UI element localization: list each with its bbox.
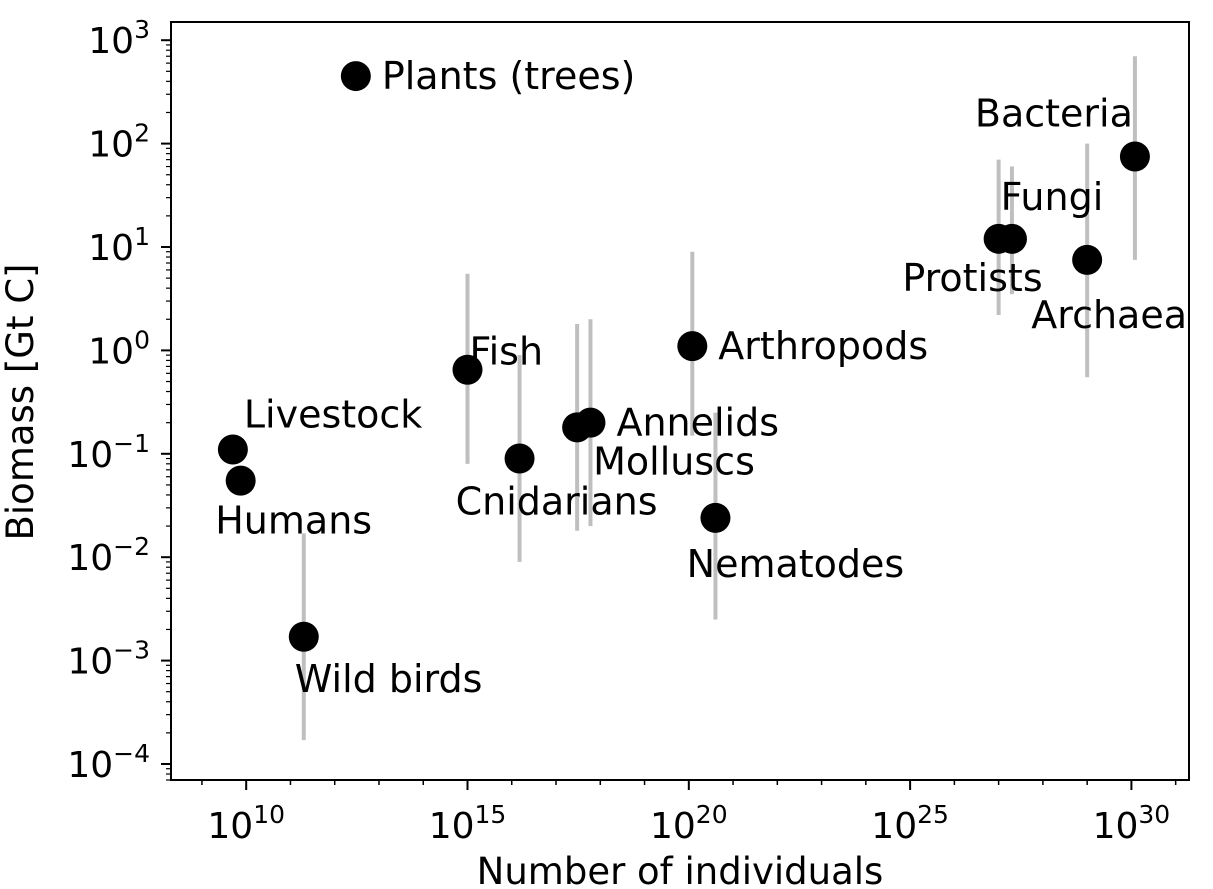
point-label-cnidarians: Cnidarians [456, 480, 658, 524]
point-fish [452, 354, 483, 385]
point-label-molluscs: Molluscs [593, 439, 755, 483]
x-tick-label: 1020 [650, 800, 728, 847]
y-tick-label: 101 [88, 222, 150, 269]
y-tick-label: 102 [88, 119, 150, 166]
x-tick-label: 1015 [429, 800, 507, 847]
point-label-nematodes: Nematodes [687, 542, 905, 586]
plot-frame [170, 21, 1190, 781]
point-humans [225, 465, 256, 496]
y-tick-label: 100 [88, 325, 150, 372]
y-tick-label: 10−3 [67, 636, 150, 683]
point-label-bacteria: Bacteria [975, 92, 1133, 136]
y-tick-label: 10−1 [67, 429, 150, 476]
point-label-fungi: Fungi [1001, 175, 1104, 219]
point-label-protists: Protists [902, 256, 1042, 300]
point-label-layer: Plants (trees) Bacteria Fungi ProtistsArcha… [215, 54, 1187, 701]
x-tick-label: 1030 [1093, 800, 1171, 847]
y-tick-label: 10−4 [67, 739, 150, 786]
point-nematodes [700, 502, 731, 533]
point-wild-birds [288, 621, 319, 652]
y-tick-label: 103 [88, 15, 150, 62]
point-label-archaea: Archaea [1031, 293, 1187, 337]
point-molluscs [562, 412, 593, 443]
point-protists [983, 223, 1014, 254]
point-label-annelids: Annelids [616, 401, 779, 445]
point-label-wild-birds: Wild birds [295, 657, 483, 701]
y-tick-label: 10−2 [67, 532, 150, 579]
point-label-arthropods: Arthropods [718, 324, 928, 368]
point-plants-trees [340, 61, 371, 92]
point-bacteria [1119, 141, 1150, 172]
x-tick-label: 1010 [207, 800, 285, 847]
point-livestock [217, 434, 248, 465]
point-cnidarians [504, 443, 535, 474]
x-axis-label: Number of individuals [477, 850, 884, 889]
point-label-plants-trees: Plants (trees) [382, 54, 636, 98]
y-axis-label: Biomass [Gt C] [0, 264, 42, 541]
point-label-livestock: Livestock [244, 393, 422, 437]
axes-layer: 1010 1015 1020 1025 1030 103 102 101 100 10−1 10−2… [67, 15, 1190, 847]
point-arthropods [677, 331, 708, 362]
errorbar-layer [301, 56, 1137, 741]
x-tick-label: 1025 [871, 800, 949, 847]
point-label-fish: Fish [470, 330, 544, 374]
point-label-humans: Humans [215, 499, 372, 543]
point-archaea [1072, 244, 1103, 275]
marker-layer [217, 61, 1150, 652]
